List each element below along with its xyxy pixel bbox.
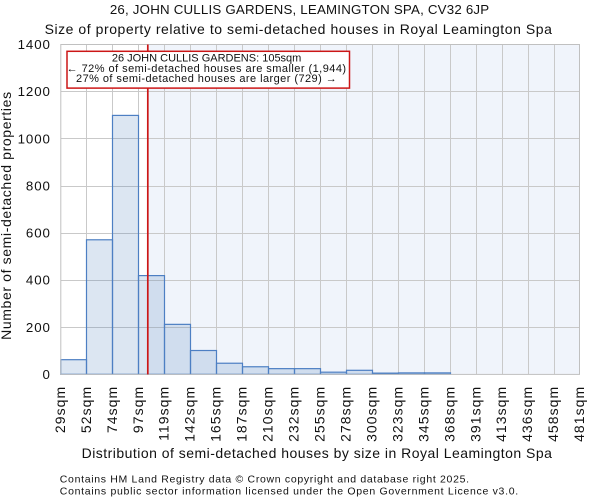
svg-text:142sqm: 142sqm [182,386,198,442]
svg-text:600: 600 [26,226,51,241]
svg-text:74sqm: 74sqm [104,386,120,433]
svg-text:368sqm: 368sqm [441,386,457,442]
svg-text:187sqm: 187sqm [234,386,250,442]
svg-text:458sqm: 458sqm [545,386,561,442]
svg-text:Contains HM Land Registry data: Contains HM Land Registry data © Crown c… [60,474,470,486]
svg-text:413sqm: 413sqm [493,386,509,442]
svg-text:800: 800 [26,178,51,193]
svg-text:1200: 1200 [18,84,51,99]
svg-text:300sqm: 300sqm [363,386,379,442]
svg-text:97sqm: 97sqm [130,386,146,433]
svg-text:52sqm: 52sqm [78,386,94,433]
svg-text:26, JOHN CULLIS GARDENS, LEAMI: 26, JOHN CULLIS GARDENS, LEAMINGTON SPA,… [110,2,490,17]
svg-text:210sqm: 210sqm [260,386,276,442]
svg-text:Contains public sector informa: Contains public sector information licen… [60,485,519,497]
svg-text:27% of semi-detached houses ar: 27% of semi-detached houses are larger (… [76,73,337,85]
svg-text:391sqm: 391sqm [467,386,483,442]
svg-text:← 72% of semi-detached houses: ← 72% of semi-detached houses are smalle… [67,63,347,75]
svg-text:232sqm: 232sqm [286,386,302,442]
svg-text:Distribution of semi-detached: Distribution of semi-detached houses by … [82,445,553,461]
svg-text:Size of property relative to s: Size of property relative to semi-detach… [45,21,553,37]
svg-text:278sqm: 278sqm [338,386,354,442]
svg-text:1000: 1000 [18,131,51,146]
svg-text:436sqm: 436sqm [519,386,535,442]
svg-text:Number of semi-detached proper: Number of semi-detached properties [0,91,14,340]
svg-text:345sqm: 345sqm [415,386,431,442]
svg-text:1400: 1400 [18,37,51,52]
svg-text:26 JOHN CULLIS GARDENS: 105sqm: 26 JOHN CULLIS GARDENS: 105sqm [112,53,302,65]
svg-text:400: 400 [26,273,51,288]
svg-text:200: 200 [26,320,51,335]
svg-text:323sqm: 323sqm [389,386,405,442]
svg-text:29sqm: 29sqm [52,386,68,433]
svg-text:165sqm: 165sqm [208,386,224,442]
svg-text:255sqm: 255sqm [312,386,328,442]
svg-text:0: 0 [43,367,51,382]
svg-text:119sqm: 119sqm [156,386,172,441]
svg-text:481sqm: 481sqm [571,386,587,442]
